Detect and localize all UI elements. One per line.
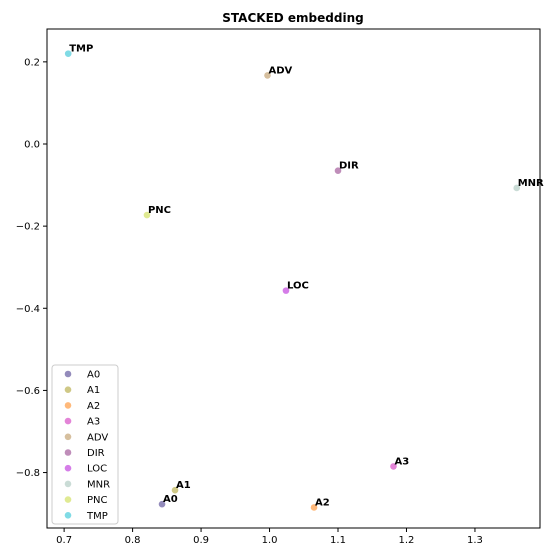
legend-marker-tmp: [64, 512, 72, 519]
legend-marker-dir: [64, 449, 72, 456]
data-point-a1: [171, 486, 179, 494]
plot-frame: [46, 28, 541, 529]
point-label-mnr: MNR: [518, 178, 544, 189]
x-tick-label: 0.8: [125, 535, 141, 546]
x-tick-label: 1.3: [467, 535, 483, 546]
legend-label-mnr: MNR: [87, 479, 110, 490]
y-tick-label: −0.4: [16, 304, 40, 315]
data-point-adv: [264, 72, 271, 79]
data-point-loc: [282, 287, 290, 294]
point-label-a2: A2: [315, 497, 330, 508]
legend-label-a1: A1: [87, 385, 100, 396]
data-point-a2: [310, 504, 318, 511]
legend-marker-a0: [64, 370, 72, 378]
data-point-dir: [334, 167, 342, 174]
data-point-pnc: [143, 211, 151, 219]
legend-label-tmp: TMP: [86, 511, 108, 522]
legend-label-adv: ADV: [87, 432, 108, 443]
point-label-a3: A3: [394, 456, 409, 467]
y-tick-label: −0.8: [16, 468, 40, 479]
point-label-a0: A0: [163, 494, 178, 505]
y-axis: 0.2 0.0 −0.2 −0.4 −0.6 −0.8: [16, 57, 47, 479]
point-label-tmp: TMP: [69, 44, 93, 55]
chart-title: STACKED embedding: [222, 11, 363, 25]
legend-marker-a1: [64, 386, 72, 394]
point-label-adv: ADV: [268, 65, 292, 76]
x-tick-label: 1.1: [330, 535, 346, 546]
point-label-dir: DIR: [339, 161, 359, 172]
data-points: [64, 50, 521, 511]
legend-label-a2: A2: [87, 401, 100, 412]
legend-marker-mnr: [64, 480, 72, 488]
legend-marker-pnc: [64, 496, 72, 503]
x-tick-label: 1.0: [262, 535, 278, 546]
legend-marker-a2: [64, 402, 72, 409]
y-tick-label: −0.2: [16, 222, 40, 233]
legend-label-a0: A0: [87, 370, 100, 381]
point-label-pnc: PNC: [148, 205, 171, 216]
point-label-a1: A1: [176, 480, 191, 491]
legend-marker-a3: [64, 417, 72, 425]
x-tick-label: 1.2: [399, 535, 415, 546]
point-label-loc: LOC: [287, 281, 309, 292]
x-tick-label: 0.9: [193, 535, 209, 546]
data-point-tmp: [64, 50, 72, 57]
legend: A0 A1 A2 A3 ADV DIR LOC MNR PNC TMP: [51, 364, 119, 525]
point-labels: A0 A1 A2 A3 ADV DIR LOC MNR PNC TMP: [69, 44, 544, 509]
legend-label-pnc: PNC: [87, 495, 108, 506]
x-axis: 0.7 0.8 0.9 1.0 1.1 1.2 1.3: [56, 528, 483, 546]
legend-box: [51, 364, 119, 525]
data-point-a3: [390, 463, 397, 470]
y-tick-label: 0.2: [24, 57, 40, 68]
x-tick-label: 0.7: [56, 535, 72, 546]
data-point-a0: [158, 500, 166, 508]
legend-marker-loc: [64, 464, 72, 472]
legend-label-loc: LOC: [87, 464, 107, 475]
data-point-mnr: [513, 184, 521, 192]
legend-label-dir: DIR: [87, 448, 105, 459]
y-tick-label: −0.6: [16, 386, 40, 397]
y-tick-label: 0.0: [24, 139, 40, 150]
legend-label-a3: A3: [87, 417, 100, 428]
legend-marker-adv: [64, 433, 72, 441]
